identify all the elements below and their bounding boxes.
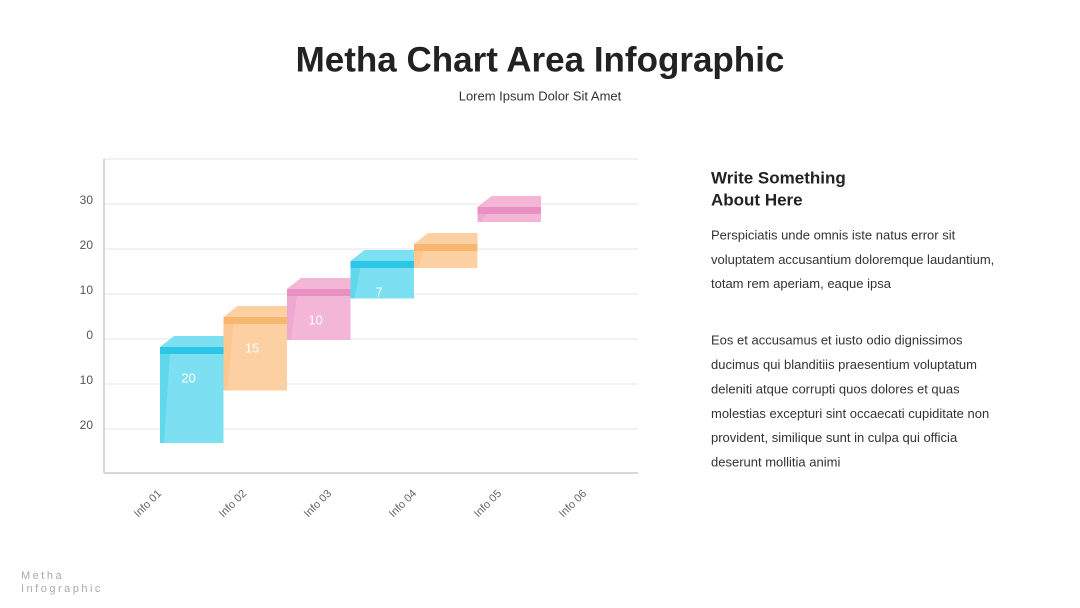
bar-band — [287, 289, 351, 296]
side-heading: Write Something — [711, 168, 846, 187]
value-label: 15 — [245, 340, 259, 355]
bar-cap — [477, 196, 541, 207]
bar-cap — [287, 278, 351, 289]
title: Metha Chart Area Infographic — [296, 40, 785, 79]
bar — [160, 353, 224, 443]
x-tick-label: Info 04 — [387, 488, 419, 520]
side-text: totam rem aperiam, eaque ipsa — [711, 276, 892, 291]
side-text: provident, similique sunt in culpa qui o… — [711, 430, 958, 445]
bar-shade — [287, 295, 297, 340]
bar-band — [223, 317, 287, 324]
bar — [477, 213, 541, 222]
bar-shade — [414, 250, 424, 268]
side-text: Perspiciatis unde omnis iste natus error… — [711, 227, 956, 242]
side-text: molestias excepturi sint occaecati cupid… — [711, 406, 989, 421]
bar-shade — [223, 323, 234, 391]
footer: Metha — [21, 570, 64, 582]
bar — [414, 250, 478, 268]
x-tick-label: Info 05 — [472, 488, 504, 520]
bar-shade — [477, 213, 488, 222]
bar-cap — [160, 336, 224, 347]
bar — [350, 267, 414, 299]
bar-cap — [223, 306, 287, 317]
bar-cap — [414, 233, 478, 244]
side-text: Eos et accusamus et iusto odio dignissim… — [711, 333, 963, 348]
footer: Infographic — [21, 583, 103, 595]
value-label: 7 — [375, 284, 382, 299]
x-tick-label: Info 06 — [557, 488, 589, 520]
value-label: 2 — [502, 230, 509, 245]
bar-band — [477, 207, 541, 214]
bar — [223, 323, 287, 391]
bar-band — [160, 347, 224, 354]
subtitle: Lorem Ipsum Dolor Sit Amet — [459, 88, 622, 103]
value-label: 4 — [439, 267, 446, 282]
y-tick-label: 10 — [80, 283, 94, 297]
bar-band — [350, 261, 414, 268]
y-tick-label: 20 — [80, 238, 94, 252]
bar-band — [414, 244, 478, 251]
value-label: 10 — [308, 312, 322, 327]
side-text: ducimus qui blanditiis praesentium volup… — [711, 357, 977, 372]
y-tick-label: 10 — [80, 373, 94, 387]
y-tick-label: 20 — [80, 418, 94, 432]
bar — [287, 295, 351, 340]
bar-shade — [350, 267, 361, 299]
x-tick-label: Info 02 — [217, 488, 249, 520]
bar-cap — [350, 250, 414, 261]
side-heading: About Here — [711, 190, 803, 209]
value-label: 20 — [181, 370, 195, 385]
side-text: deleniti atque corrupti quos dolores et … — [711, 381, 960, 396]
bar-shade — [160, 353, 170, 443]
y-tick-label: 0 — [86, 328, 93, 342]
x-tick-label: Info 03 — [302, 488, 334, 520]
side-text: voluptatem accusantium doloremque laudan… — [711, 252, 994, 267]
y-tick-label: 30 — [80, 193, 94, 207]
x-tick-label: Info 01 — [132, 488, 164, 520]
side-text: deserunt mollitia animi — [711, 455, 840, 470]
